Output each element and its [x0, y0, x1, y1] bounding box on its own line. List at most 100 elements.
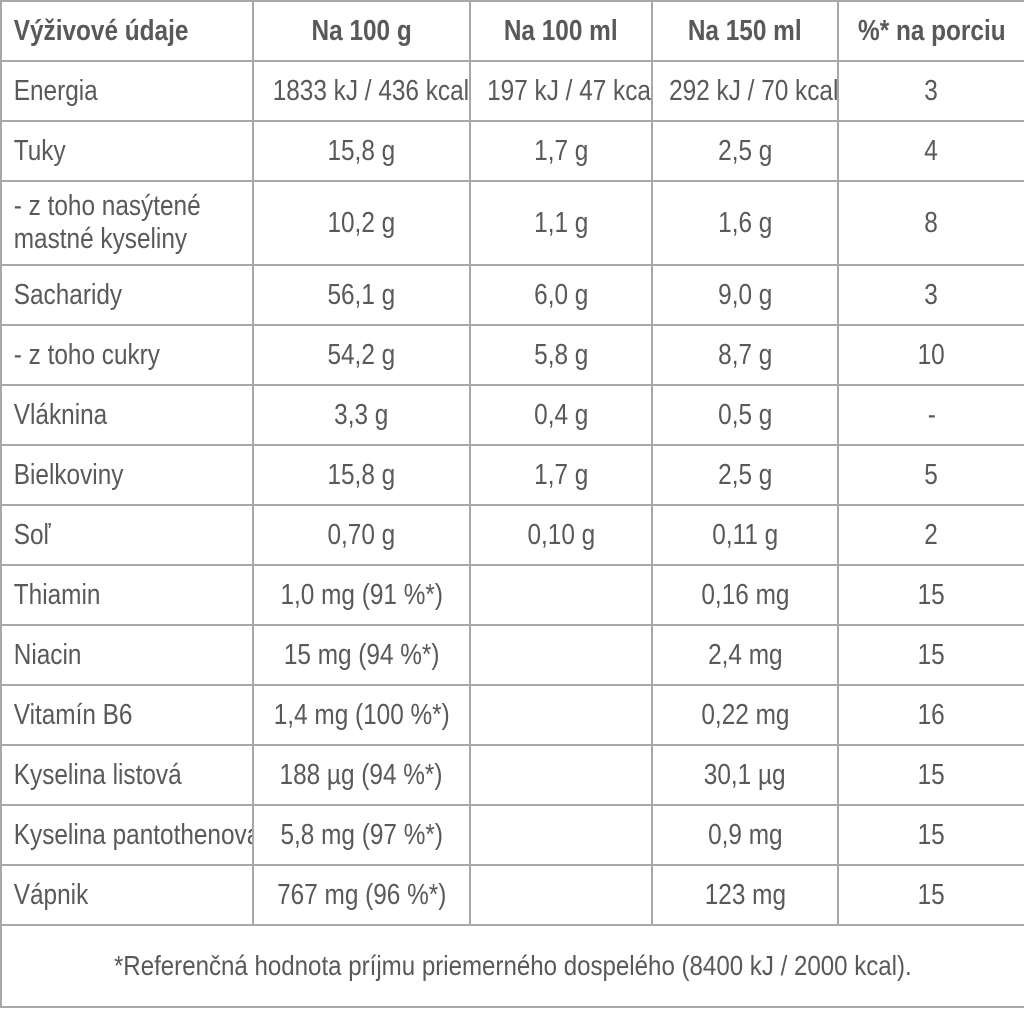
table-cell — [469, 684, 653, 746]
cell-text: Vápnik — [13, 878, 89, 911]
table-cell: 1,1 g — [469, 180, 653, 266]
footnote-row: *Referenčná hodnota príjmu priemerného d… — [0, 924, 1024, 1008]
cell-text: - z toho cukry — [13, 338, 160, 371]
cell-text: Energia — [13, 74, 98, 107]
table-cell: 292 kJ / 70 kcal — [651, 60, 839, 122]
table-cell: 2,4 mg — [651, 624, 839, 686]
table-cell: 0,16 mg — [651, 564, 839, 626]
table-cell: 0,11 g — [651, 504, 839, 566]
table-cell: Soľ — [0, 504, 254, 566]
table-cell: Niacin — [0, 624, 254, 686]
table-cell: 3 — [837, 264, 1024, 326]
cell-text: 15 mg (94 %*) — [283, 638, 440, 671]
table-cell: 15,8 g — [252, 444, 471, 506]
cell-text: 5 — [924, 458, 939, 491]
cell-text: 123 mg — [704, 878, 786, 911]
header-cell: Na 150 ml — [651, 0, 839, 62]
cell-text: 1,7 g — [533, 458, 589, 491]
cell-text: %* na porciu — [857, 14, 1006, 47]
cell-text: 0,10 g — [527, 518, 595, 551]
cell-text: Vláknina — [13, 398, 108, 431]
cell-text: 3,3 g — [334, 398, 389, 431]
cell-text: 1,6 g — [717, 206, 773, 239]
cell-text: 1833 kJ / 436 kcal — [272, 74, 470, 107]
table-cell: - — [837, 384, 1024, 446]
cell-text: 10 — [917, 338, 946, 371]
table-cell: 5 — [837, 444, 1024, 506]
cell-text: Na 100 g — [311, 14, 412, 47]
table-cell: Tuky — [0, 120, 254, 182]
cell-text: - z toho nasýtené mastné kyseliny — [13, 190, 201, 255]
table-row: - z toho nasýtené mastné kyseliny 10,2 g 1… — [0, 180, 1024, 266]
table-cell: 0,10 g — [469, 504, 653, 566]
table-cell: 5,8 mg (97 %*) — [252, 804, 471, 866]
cell-text: 0,4 g — [533, 398, 589, 431]
cell-text: 8 — [924, 206, 939, 239]
table-cell: Vitamín B6 — [0, 684, 254, 746]
cell-text: 2,5 g — [717, 458, 773, 491]
table-cell: 5,8 g — [469, 324, 653, 386]
table-cell: 0,70 g — [252, 504, 471, 566]
header-row: Výživové údaje Na 100 g Na 100 ml Na 150 ml… — [0, 0, 1024, 62]
table-cell: Bielkoviny — [0, 444, 254, 506]
table-cell: Sacharidy — [0, 264, 254, 326]
table-cell — [469, 564, 653, 626]
cell-text: 0,9 mg — [707, 818, 783, 851]
cell-text: 2 — [924, 518, 939, 551]
cell-text: Na 100 ml — [504, 14, 618, 47]
cell-text: 2,4 mg — [707, 638, 783, 671]
cell-text: 15,8 g — [327, 134, 396, 167]
cell-text: 15 — [917, 818, 946, 851]
table-cell: 8,7 g — [651, 324, 839, 386]
cell-text: 15,8 g — [327, 458, 396, 491]
cell-text: - — [927, 398, 936, 431]
cell-text: 15 — [917, 878, 946, 911]
table-cell: 1,0 mg (91 %*) — [252, 564, 471, 626]
table-cell: Kyselina listová — [0, 744, 254, 806]
header-cell: Výživové údaje — [0, 0, 254, 62]
table-cell: 0,4 g — [469, 384, 653, 446]
footnote-cell: *Referenčná hodnota príjmu priemerného d… — [0, 924, 1024, 1008]
cell-text: 0,5 g — [717, 398, 773, 431]
table-row: Energia 1833 kJ / 436 kcal 197 kJ / 47 kca… — [0, 60, 1024, 122]
cell-text: 1,0 mg (91 %*) — [280, 578, 443, 611]
cell-text: 3 — [924, 74, 939, 107]
table-row: Tuky 15,8 g 1,7 g 2,5 g 4 — [0, 120, 1024, 182]
cell-text: 1,7 g — [533, 134, 589, 167]
cell-text: Thiamin — [13, 578, 101, 611]
table-cell: 6,0 g — [469, 264, 653, 326]
table-cell: 4 — [837, 120, 1024, 182]
cell-text: 2,5 g — [717, 134, 773, 167]
table-cell — [469, 744, 653, 806]
table-cell: 15,8 g — [252, 120, 471, 182]
table-row: Kyselina pantothenová 5,8 mg (97 %*) 0,9 m… — [0, 804, 1024, 866]
cell-text: 5,8 mg (97 %*) — [280, 818, 443, 851]
table-row: Vitamín B6 1,4 mg (100 %*) 0,22 mg 16 — [0, 684, 1024, 746]
cell-text: 30,1 µg — [704, 758, 786, 791]
table-row: Thiamin 1,0 mg (91 %*) 0,16 mg 15 — [0, 564, 1024, 626]
table-cell: 767 mg (96 %*) — [252, 864, 471, 926]
table-cell: Vápnik — [0, 864, 254, 926]
table-cell: 30,1 µg — [651, 744, 839, 806]
header-cell: %* na porciu — [837, 0, 1024, 62]
table-row: Vápnik 767 mg (96 %*) 123 mg 15 — [0, 864, 1024, 926]
cell-text: 10,2 g — [327, 206, 396, 239]
table-cell: 15 — [837, 564, 1024, 626]
cell-text: 6,0 g — [533, 278, 589, 311]
table-cell: 15 — [837, 864, 1024, 926]
table-cell: 2 — [837, 504, 1024, 566]
cell-text: Tuky — [13, 134, 66, 167]
table-cell: 1,7 g — [469, 444, 653, 506]
table-cell: 197 kJ / 47 kcal — [469, 60, 653, 122]
cell-text: Kyselina pantothenová — [13, 818, 253, 851]
table-cell: 0,5 g — [651, 384, 839, 446]
table-cell: 123 mg — [651, 864, 839, 926]
table-cell: 2,5 g — [651, 120, 839, 182]
table-cell: 0,9 mg — [651, 804, 839, 866]
cell-text: 3 — [924, 278, 939, 311]
cell-text: Výživové údaje — [13, 14, 189, 47]
table-cell: 15 — [837, 744, 1024, 806]
cell-text: 4 — [924, 134, 939, 167]
cell-text: 56,1 g — [327, 278, 396, 311]
